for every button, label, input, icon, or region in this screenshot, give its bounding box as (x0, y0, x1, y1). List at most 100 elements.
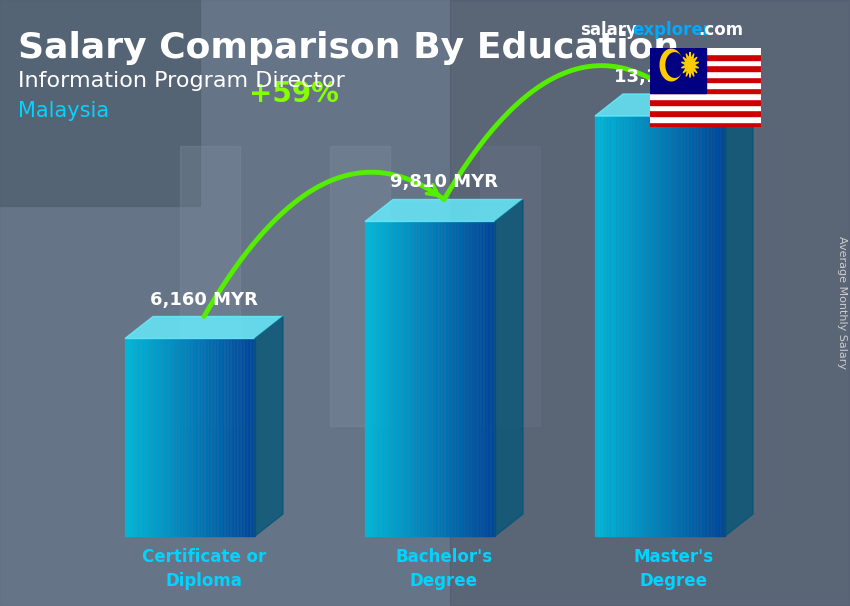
Bar (446, 221, 450, 536)
Bar (722, 116, 726, 536)
Bar (212, 339, 217, 536)
Bar (650, 76, 761, 82)
Bar (232, 339, 236, 536)
Bar (443, 221, 447, 536)
Bar (699, 116, 703, 536)
Bar (223, 339, 226, 536)
Bar (595, 116, 598, 536)
Bar (209, 339, 213, 536)
Bar (207, 339, 210, 536)
Bar (673, 116, 677, 536)
Bar (660, 116, 664, 536)
Bar (242, 339, 246, 536)
Bar (439, 221, 444, 536)
Bar (132, 339, 135, 536)
Bar (621, 116, 625, 536)
Bar (643, 116, 648, 536)
Bar (219, 339, 223, 536)
Bar (456, 221, 460, 536)
Bar (200, 339, 203, 536)
Bar (378, 221, 382, 536)
Bar (624, 116, 628, 536)
Bar (453, 221, 456, 536)
Text: 13,100 MYR: 13,100 MYR (614, 68, 734, 86)
Bar (485, 221, 489, 536)
Text: Bachelor's
Degree: Bachelor's Degree (395, 548, 492, 590)
Bar (430, 221, 434, 536)
Bar (407, 221, 411, 536)
Bar (427, 221, 430, 536)
Bar (239, 339, 242, 536)
Bar (715, 116, 719, 536)
Bar (598, 116, 602, 536)
Bar (125, 339, 128, 536)
Bar (650, 93, 761, 99)
Bar (226, 339, 230, 536)
Bar (450, 221, 453, 536)
Bar (246, 339, 249, 536)
Bar (203, 339, 207, 536)
Bar (480, 146, 540, 426)
Bar (138, 339, 142, 536)
Bar (157, 339, 162, 536)
Bar (128, 339, 132, 536)
Bar (611, 116, 615, 536)
Bar (411, 221, 414, 536)
Bar (489, 221, 492, 536)
Bar (615, 116, 618, 536)
Bar (365, 221, 369, 536)
Bar (187, 339, 190, 536)
Bar (414, 221, 417, 536)
Text: Master's
Degree: Master's Degree (634, 548, 714, 590)
Bar (394, 221, 398, 536)
Bar (180, 339, 184, 536)
Polygon shape (495, 199, 523, 536)
Bar (196, 339, 201, 536)
Text: 9,810 MYR: 9,810 MYR (390, 173, 498, 191)
Bar (650, 116, 761, 122)
Bar (650, 48, 761, 54)
Bar (650, 105, 761, 110)
Bar (459, 221, 463, 536)
Bar (641, 116, 644, 536)
Bar (712, 116, 716, 536)
Text: salary: salary (580, 21, 637, 39)
Bar (190, 339, 194, 536)
Bar (252, 339, 256, 536)
Bar (384, 221, 388, 536)
Bar (388, 221, 392, 536)
Bar (469, 221, 473, 536)
Bar (709, 116, 712, 536)
Polygon shape (255, 316, 283, 536)
Bar (144, 339, 148, 536)
Bar (404, 221, 408, 536)
Bar (492, 221, 496, 536)
Bar (375, 221, 378, 536)
Bar (371, 221, 375, 536)
Text: .com: .com (698, 21, 743, 39)
Polygon shape (125, 316, 283, 339)
Bar (693, 116, 696, 536)
Bar (683, 116, 687, 536)
Bar (330, 146, 390, 426)
Bar (216, 339, 220, 536)
Text: Information Program Director: Information Program Director (18, 71, 345, 91)
Bar (473, 221, 476, 536)
Bar (420, 221, 424, 536)
Bar (423, 221, 428, 536)
Bar (368, 221, 372, 536)
Bar (689, 116, 693, 536)
Bar (686, 116, 689, 536)
Text: Malaysia: Malaysia (18, 101, 109, 121)
Bar (627, 116, 632, 536)
Bar (167, 339, 171, 536)
Bar (434, 221, 437, 536)
Bar (437, 221, 440, 536)
Bar (141, 339, 145, 536)
Bar (647, 116, 651, 536)
Bar (650, 60, 761, 65)
Polygon shape (660, 49, 682, 81)
Bar (417, 221, 421, 536)
Text: +33%: +33% (494, 0, 584, 3)
Bar (482, 221, 485, 536)
